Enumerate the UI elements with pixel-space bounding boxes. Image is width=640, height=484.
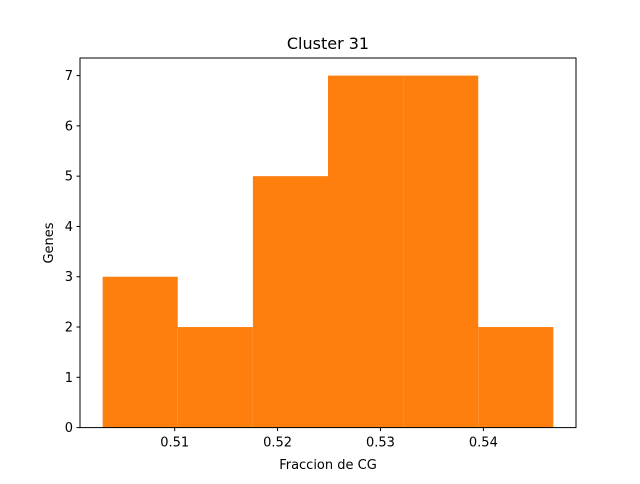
- y-tick-label: 6: [65, 119, 73, 134]
- x-tick-label: 0.53: [366, 436, 395, 451]
- histogram-bar: [252, 176, 328, 428]
- x-tick-label: 0.52: [263, 436, 292, 451]
- histogram-bar: [328, 75, 404, 428]
- y-tick-label: 4: [65, 220, 73, 235]
- y-tick-label: 7: [65, 69, 73, 84]
- plot-frame: [79, 57, 577, 429]
- bars-group: [102, 75, 554, 428]
- histogram-bar: [177, 327, 253, 428]
- x-axis-label: Fraccion de CG: [279, 458, 377, 473]
- x-tick-label: 0.51: [160, 436, 189, 451]
- y-tick-label: 5: [65, 170, 73, 185]
- histogram-bar: [478, 327, 554, 428]
- x-ticks-group: 0.51 0.52 0.53 0.54: [160, 427, 498, 451]
- y-tick-label: 1: [65, 371, 73, 386]
- y-ticks-group: 0 1 2 3 4 5 6 7: [65, 69, 80, 436]
- histogram-bar: [403, 75, 479, 428]
- histogram-bar: [102, 276, 178, 428]
- x-tick-label: 0.54: [469, 436, 498, 451]
- y-axis-label: Genes: [42, 222, 57, 263]
- y-tick-label: 0: [65, 421, 73, 436]
- chart-title: Cluster 31: [287, 34, 369, 53]
- y-tick-label: 3: [65, 270, 73, 285]
- y-tick-label: 2: [65, 321, 73, 336]
